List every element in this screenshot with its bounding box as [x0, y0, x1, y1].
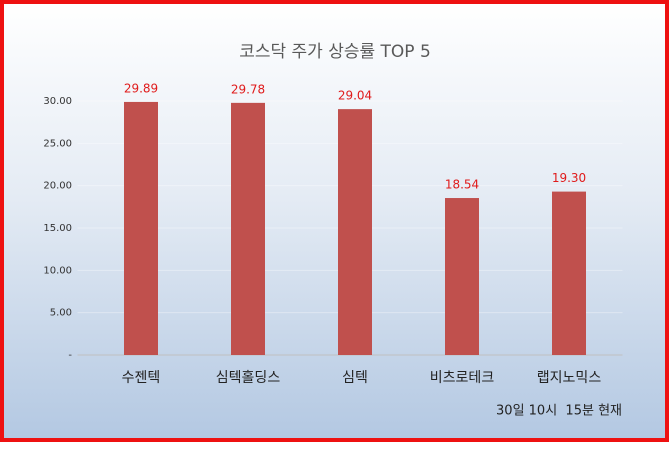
y-tick-label: 15.00 [43, 223, 72, 234]
value-label: 18.54 [445, 178, 479, 192]
y-tick-label: 10.00 [43, 265, 72, 276]
bar [338, 109, 372, 356]
note: 30일 10시 15분 현재 [496, 404, 622, 419]
x-tick-label: 심텍홀딩스 [216, 370, 281, 386]
bar [552, 191, 586, 355]
value-label: 29.89 [124, 81, 158, 95]
x-tick-label: 수젠텍 [122, 370, 161, 386]
y-tick-label: - [68, 350, 72, 361]
bar [231, 102, 265, 355]
value-label: 19.30 [552, 171, 586, 185]
bar [445, 198, 479, 355]
value-label: 29.04 [338, 89, 372, 103]
x-tick-label: 심텍 [342, 370, 368, 386]
y-tick-label: 25.00 [43, 138, 72, 149]
bar [124, 101, 158, 355]
x-tick-label: 랩지노믹스 [537, 370, 602, 386]
x-tick-label: 비츠로테크 [430, 370, 495, 386]
y-tick-label: 20.00 [43, 181, 72, 192]
chart-title: 코스닥 주가 상승률 TOP 5 [239, 42, 431, 62]
y-tick-label: 30.00 [43, 96, 72, 107]
y-tick-label: 5.00 [50, 308, 72, 319]
value-label: 29.78 [231, 82, 265, 96]
